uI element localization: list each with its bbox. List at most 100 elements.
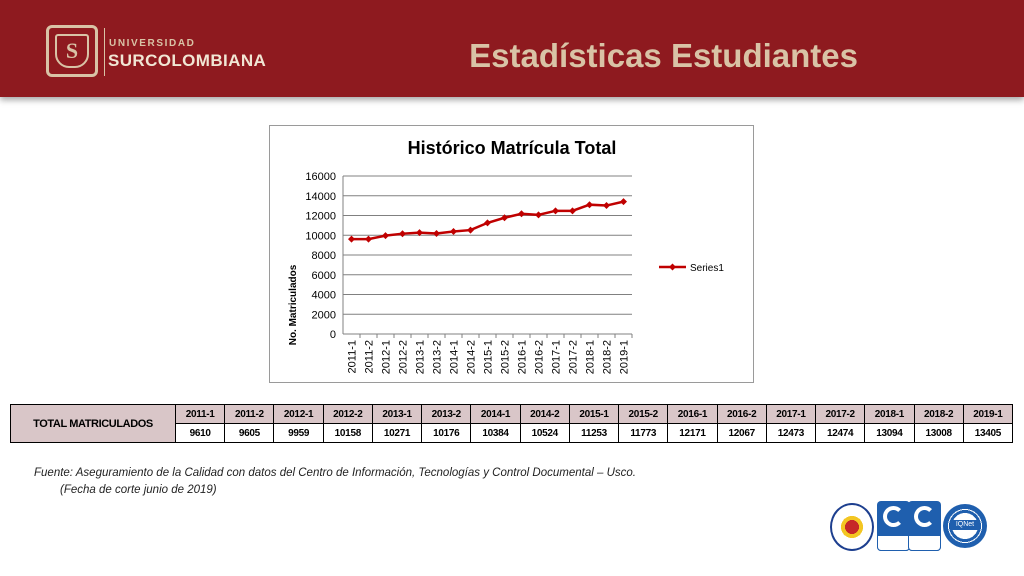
x-tick-label: 2011-2 (364, 340, 376, 373)
university-shield-logo: S (46, 25, 98, 77)
brand-top-text: UNIVERSIDAD (109, 38, 196, 49)
x-tick-label: 2014-1 (449, 340, 461, 374)
brand-name-text: SURCOLOMBIANA (108, 51, 267, 70)
data-point (586, 201, 593, 209)
x-tick-label: 2018-2 (602, 340, 614, 374)
x-tick-label: 2017-1 (551, 340, 563, 374)
table-period-header: 2019-1 (962, 404, 1014, 424)
x-tick-label: 2018-1 (585, 340, 597, 374)
table-period-header: 2013-1 (371, 404, 423, 424)
page-title: Estadísticas Estudiantes (469, 37, 858, 74)
table-header-row: TOTAL MATRICULADOS 2011-1 2011-2 2012-1 201… (10, 404, 1014, 443)
table-value-cell: 9605 (224, 423, 275, 443)
data-point (416, 229, 423, 237)
table-period-header: 2014-2 (519, 404, 570, 424)
y-tick-label: 14000 (305, 191, 336, 203)
logo-divider (104, 28, 105, 76)
y-tick-label: 16000 (305, 171, 336, 183)
legend-marker (669, 263, 676, 271)
y-tick-label: 12000 (305, 211, 336, 223)
x-tick-label: 2014-2 (466, 340, 478, 374)
x-tick-label: 2012-2 (398, 340, 410, 374)
y-tick-label: 10000 (305, 230, 336, 242)
table-period-header: 2017-2 (815, 404, 866, 424)
header-band: S UNIVERSIDAD SURCOLOMBIANA Estadísticas… (0, 0, 1024, 97)
table-value-cell: 11253 (568, 423, 620, 443)
icontec-ntcgp-certification-icon (877, 501, 910, 551)
table-period-header: 2016-1 (667, 404, 718, 424)
y-tick-label: 0 (330, 329, 336, 341)
iqnet-certification-icon: IQNet (943, 504, 987, 548)
y-tick-label: 4000 (312, 290, 336, 302)
table-value-cell: 9610 (174, 423, 226, 443)
table-value-cell: 12473 (765, 423, 817, 443)
table-value-cell: 13405 (962, 423, 1014, 443)
data-point (518, 210, 525, 218)
table-values-row: 9610 9605 9959 10158 10271 10176 10384 10524 112… (11, 423, 1014, 443)
table-value-cell: 10176 (421, 423, 472, 443)
shield-letter: S (55, 34, 89, 68)
table-value-cell: 10384 (470, 423, 521, 443)
table-value-cell: 13008 (913, 423, 964, 443)
data-point (484, 219, 491, 227)
table-value-cell: 12171 (667, 423, 718, 443)
data-point (552, 207, 559, 215)
table-period-header: 2015-1 (568, 404, 620, 424)
table-value-cell: 11773 (618, 423, 669, 443)
x-tick-label: 2012-1 (381, 340, 393, 374)
table-value-cell: 10158 (322, 423, 373, 443)
legend-label: Series1 (690, 263, 724, 274)
table-period-header: 2014-1 (470, 404, 521, 424)
table-value-cell: 12067 (716, 423, 767, 443)
source-note: Fuente: Aseguramiento de la Calidad con … (34, 467, 636, 479)
x-tick-label: 2015-1 (483, 340, 495, 374)
x-tick-label: 2019-1 (619, 340, 631, 374)
table-period-header: 2018-1 (864, 404, 915, 424)
source-date-note: (Fecha de corte junio de 2019) (60, 484, 217, 496)
accreditation-seal-icon (830, 503, 874, 551)
x-tick-label: 2013-2 (432, 340, 444, 374)
y-tick-label: 8000 (312, 250, 336, 262)
data-point (365, 235, 372, 243)
y-tick-label: 6000 (312, 270, 336, 282)
data-point (467, 226, 474, 234)
chart-container: Histórico Matrícula Total 0 2000 4000 6000 80… (269, 125, 754, 383)
row-label-cell: TOTAL MATRICULADOS (10, 404, 176, 443)
table-period-header: 2017-1 (765, 404, 817, 424)
x-tick-label: 2017-2 (568, 340, 580, 374)
data-point (433, 230, 440, 238)
table-period-header: 2016-2 (716, 404, 767, 424)
enrollment-table: TOTAL MATRICULADOS 2011-1 2011-2 2012-1 201… (10, 404, 1014, 443)
x-tick-label: 2015-2 (500, 340, 512, 374)
table-period-header: 2011-2 (224, 404, 275, 424)
data-point (535, 211, 542, 219)
data-point (348, 235, 355, 243)
data-point (382, 232, 389, 240)
table-period-header: 2012-1 (273, 404, 324, 424)
table-period-header: 2018-2 (913, 404, 964, 424)
table-value-cell: 9959 (273, 423, 324, 443)
data-point (399, 230, 406, 238)
data-point (501, 214, 508, 222)
table-period-header: 2012-2 (322, 404, 373, 424)
data-point (569, 207, 576, 215)
table-value-cell: 13094 (864, 423, 915, 443)
table-period-header: 2013-2 (421, 404, 472, 424)
table-value-cell: 10271 (371, 423, 423, 443)
iqnet-label: IQNet (951, 520, 979, 530)
x-tick-label: 2013-1 (415, 340, 427, 374)
table-value-cell: 12474 (815, 423, 866, 443)
icontec-iso9001-certification-icon (908, 501, 941, 551)
table-value-cell: 10524 (519, 423, 570, 443)
chart-title: Histórico Matrícula Total (408, 138, 617, 158)
y-tick-label: 2000 (312, 309, 336, 321)
data-point (603, 202, 610, 210)
table-period-header: 2015-2 (618, 404, 669, 424)
y-axis-label: No. Matriculados (288, 264, 299, 345)
data-point (450, 227, 457, 235)
data-point (620, 198, 627, 206)
x-tick-label: 2011-1 (347, 340, 359, 373)
table-period-header: 2011-1 (174, 404, 226, 424)
x-tick-label: 2016-1 (517, 340, 529, 374)
